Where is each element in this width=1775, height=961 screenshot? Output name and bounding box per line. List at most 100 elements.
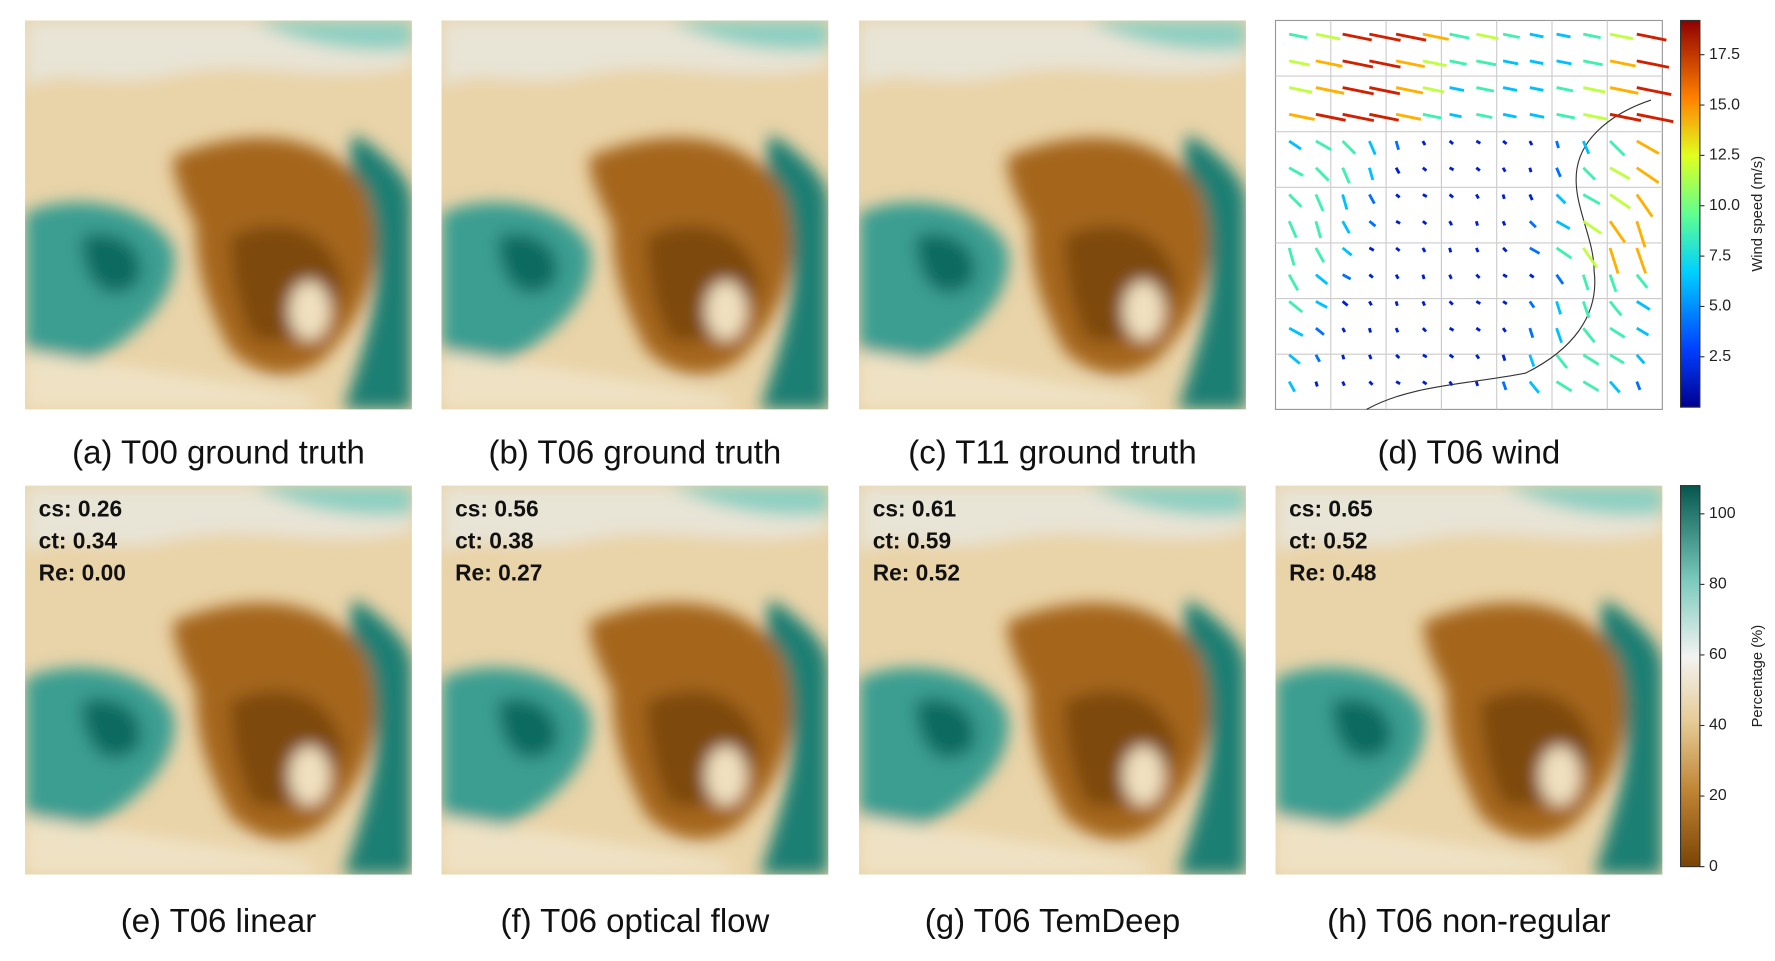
wind-arrow [1528,273,1535,279]
wind-arrow [1288,300,1304,314]
wind-arrow [1555,167,1562,178]
wind-arrow [1421,300,1426,307]
metric: cs: 0.56 [455,496,539,522]
wind-arrow [1635,273,1649,289]
metric: cs: 0.26 [39,496,123,522]
wind-arrow [1636,139,1660,155]
wind-arrow [1608,274,1618,293]
wind-arrow [1421,140,1427,146]
wind-arrow [1314,327,1325,336]
wind-arrow [1475,300,1481,305]
wind-arrow [1368,354,1373,360]
wind-arrow [1368,140,1377,156]
wind-arrow [1449,86,1465,92]
wind-arrow [1395,246,1401,252]
wind-arrow [1394,300,1399,307]
wind-arrow [1314,381,1319,387]
wind-arrow [1395,219,1401,225]
metric: ct: 0.38 [455,528,533,554]
wind-arrow [1341,246,1353,257]
wind-arrow [1502,112,1517,119]
metric: Re: 0.52 [873,559,960,585]
wind-arrow [1609,353,1625,365]
wind-arrow [1555,300,1562,315]
metric: Re: 0.00 [39,559,126,585]
wind-arrow [1287,380,1296,393]
wind-arrow [1502,59,1519,66]
wind-arrow [1394,327,1400,333]
wind-arrow [1368,193,1376,205]
wind-arrow [1395,112,1422,121]
wind-arrow [1315,112,1346,122]
wind-arrow [1367,327,1372,333]
wind-arrow [1529,86,1544,92]
wind-arrow [1556,32,1571,39]
wind-arrow [1475,273,1481,279]
wind-arrow [1369,32,1401,42]
wind-arrow [1448,300,1454,306]
colorbar [1679,485,1701,868]
wind-arrow [1476,32,1499,40]
caption: (d) T06 wind [1378,434,1561,471]
wind-arrow [1555,219,1571,230]
wind-arrow [1369,59,1401,69]
wind-arrow [1582,247,1598,269]
wind-arrow [1315,59,1343,68]
wind-arrow [1608,247,1620,274]
wind-arrow [1582,59,1603,67]
wind-arrow [1394,140,1400,151]
wind-arrow [1315,32,1341,41]
panel: cs: 0.26 ct: 0.34 Re: 0.00 [25,486,412,875]
wind-arrow [1342,86,1374,96]
wind-arrow [1609,326,1626,339]
wind-arrow [1341,167,1351,184]
wind-arrow [1555,273,1565,285]
colorbar-tick-label: 2.5 [1709,348,1731,365]
colorbar-tick-label: 5.0 [1709,298,1731,315]
wind-arrow [1448,247,1453,253]
panel: cs: 0.56 ct: 0.38 Re: 0.27 [441,486,828,875]
wind-arrow [1529,32,1544,39]
wind-arrow [1635,353,1646,365]
wind-arrow [1342,32,1373,42]
wind-arrow [1476,86,1495,93]
wind-arrow [1341,354,1346,360]
wind-arrow [1421,166,1428,172]
wind-arrow [1555,327,1563,344]
wind-arrow [1288,193,1303,208]
wind-arrow [1502,86,1518,92]
metric: Re: 0.48 [1289,559,1376,585]
wind-arrow [1395,353,1401,360]
wind-arrow [1528,354,1536,368]
colorbar-tick-label: 15.0 [1709,96,1740,113]
wind-arrow [1341,194,1349,210]
wind-arrow [1369,86,1401,96]
map-image [25,20,412,409]
wind-arrow [1341,140,1357,155]
wind-arrow [1449,59,1467,66]
wind-arrow [1314,193,1325,212]
wind-arrow [1368,300,1373,307]
wind-arrow [1314,166,1330,182]
wind-arrow [1421,327,1428,333]
wind-arrow [1502,139,1508,146]
panel: cs: 0.65 ct: 0.52 Re: 0.48 [1275,486,1662,875]
wind-arrow [1529,59,1544,65]
wind-arrow [1368,246,1375,252]
metric: ct: 0.59 [873,528,951,554]
colorbar-tick-label: 40 [1709,717,1727,734]
wind-arrow [1475,326,1481,332]
wind-arrow [1287,220,1298,239]
wind-arrow [1529,246,1541,255]
panel [25,20,412,409]
wind-arrow [1422,353,1428,359]
wind-arrow [1368,220,1377,228]
wind-arrow [1528,300,1536,309]
wind-arrow [1421,247,1427,253]
caption: (a) T00 ground truth [72,434,365,471]
wind-arrow [1288,59,1310,67]
wind-arrow [1555,246,1573,260]
metric: ct: 0.52 [1289,528,1367,554]
wind-arrow [1394,273,1400,280]
